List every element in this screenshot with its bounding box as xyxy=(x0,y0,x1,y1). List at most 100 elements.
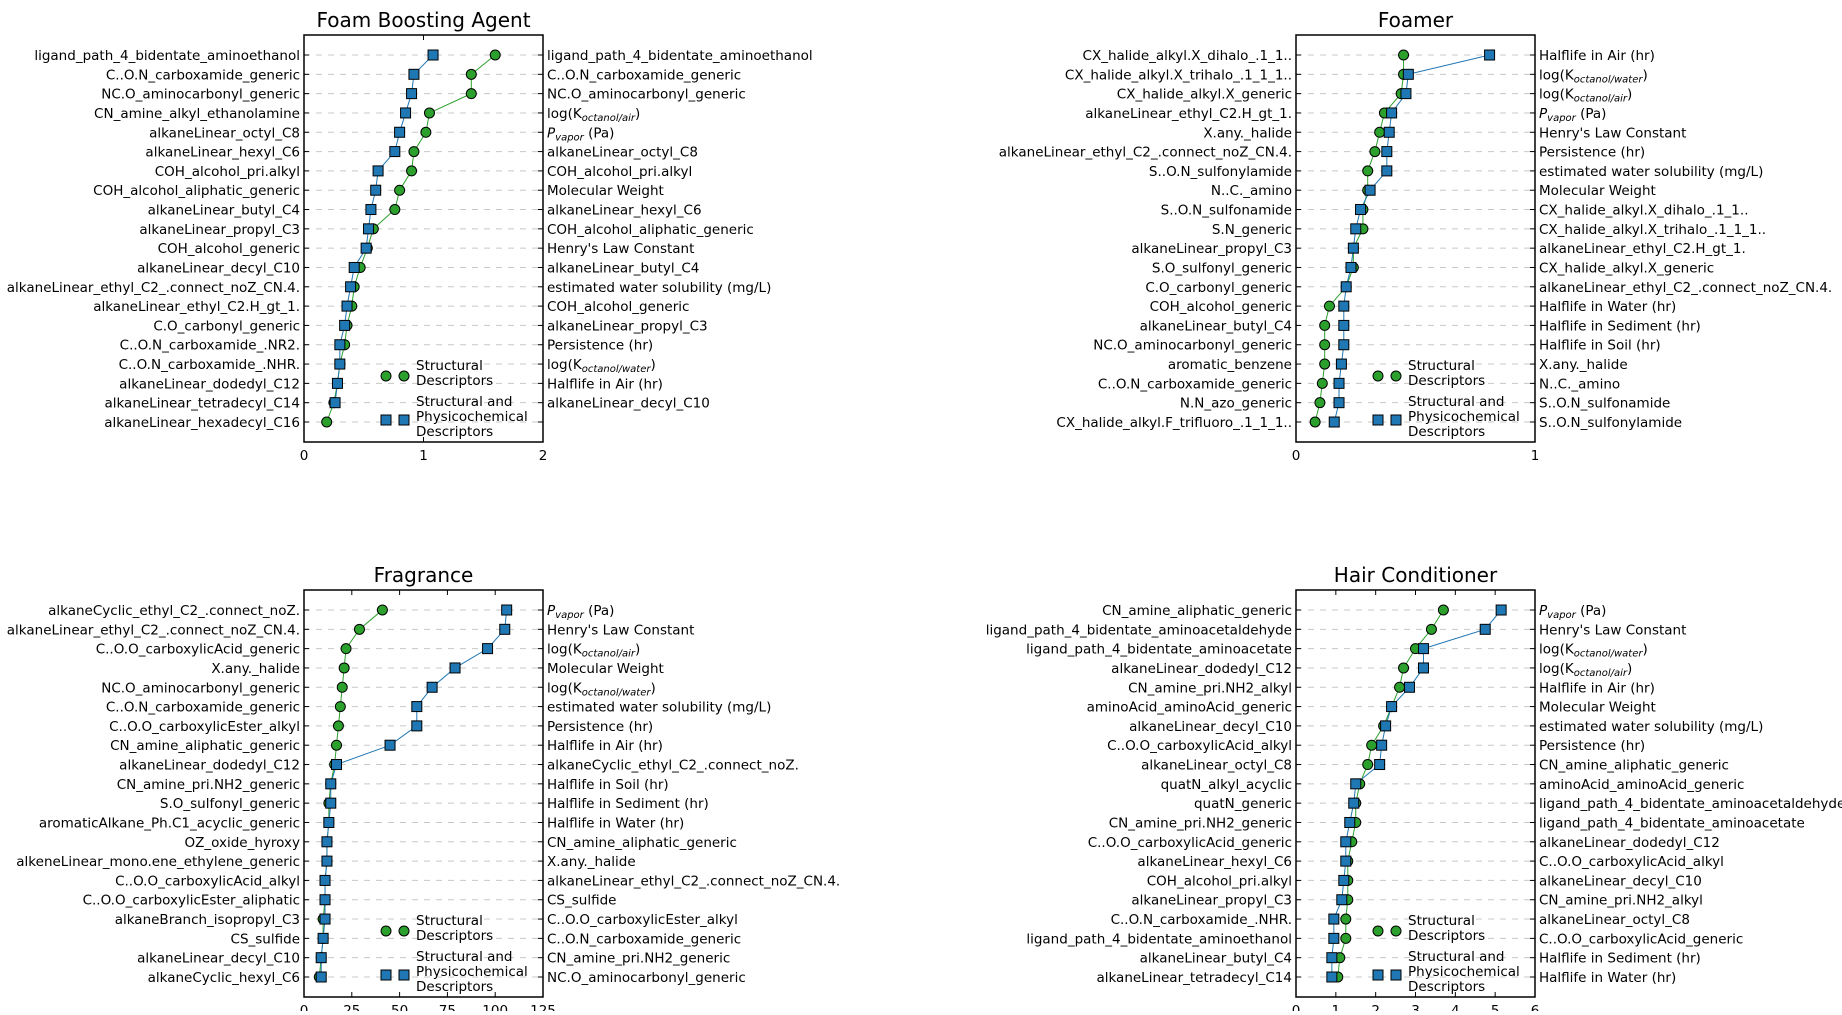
y-label-physchem: Halflife in Sediment (hr) xyxy=(1539,951,1701,967)
physchem-point xyxy=(1364,184,1376,196)
physchem-point xyxy=(1348,797,1360,809)
physchem-point xyxy=(482,643,494,655)
structural-point xyxy=(1316,377,1328,389)
y-label-physchem: estimated water solubility (mg/L) xyxy=(547,280,771,296)
y-label-structural: CN_amine_pri.NH2_generic xyxy=(117,777,300,793)
x-tick-label: 100 xyxy=(482,1003,508,1011)
legend-physchem-marker xyxy=(398,969,410,981)
structural-point xyxy=(336,681,348,693)
y-label-structural: NC.O_aminocarbonyl_generic xyxy=(1093,338,1292,354)
structural-point xyxy=(353,623,365,635)
y-label-structural: CN_amine_aliphatic_generic xyxy=(110,738,300,754)
plot-frame xyxy=(303,589,544,998)
y-label-physchem: Halflife in Air (hr) xyxy=(547,738,663,754)
y-label-structural: CN_amine_pri.NH2_alkyl xyxy=(1128,680,1292,696)
physchem-point xyxy=(1350,778,1362,790)
y-label-structural: CX_halide_alkyl.F_trifluoro_.1_1_1.. xyxy=(1056,415,1292,431)
physchem-point xyxy=(1328,416,1340,428)
y-label-structural: S..O.N_sulfonamide xyxy=(1161,203,1292,219)
physchem-point xyxy=(1374,759,1386,771)
y-label-structural: alkeneLinear_mono.ene_ethylene_generic xyxy=(16,854,300,870)
physchem-point xyxy=(1479,623,1491,635)
y-label-physchem: CX_halide_alkyl.X_trihalo_.1_1_1.. xyxy=(1539,222,1766,238)
y-label-structural: alkaneLinear_ethyl_C2_.connect_noZ_CN.4. xyxy=(999,145,1292,161)
y-label-structural: CX_halide_alkyl.X_dihalo_.1_1.. xyxy=(1083,48,1292,64)
physchem-point xyxy=(400,107,412,119)
x-tick-label: 0 xyxy=(300,448,309,464)
y-label-structural: alkaneLinear_octyl_C8 xyxy=(149,125,300,141)
y-label-physchem: NC.O_aminocarbonyl_generic xyxy=(547,970,746,986)
physchem-point xyxy=(1338,300,1350,312)
y-label-structural: alkaneLinear_butyl_C4 xyxy=(1140,951,1292,967)
x-tick-label: 3 xyxy=(1411,1003,1420,1011)
legend-physchem-label: Descriptors xyxy=(416,424,493,440)
y-label-structural: S.O_sulfonyl_generic xyxy=(160,796,300,812)
y-label-structural: alkaneLinear_decyl_C10 xyxy=(137,260,300,276)
y-label-structural: alkaneLinear_butyl_C4 xyxy=(148,203,300,219)
y-label-physchem: N..C._amino xyxy=(1539,376,1620,392)
x-tick-label: 125 xyxy=(530,1003,556,1011)
y-label-physchem: S..O.N_sulfonamide xyxy=(1539,396,1670,412)
y-label-structural: alkaneLinear_octyl_C8 xyxy=(1141,758,1292,774)
structural-point xyxy=(1366,739,1378,751)
physchem-point xyxy=(1328,913,1340,925)
y-label-structural: C.O_carbonyl_generic xyxy=(1145,280,1292,296)
y-label-structural: CN_amine_pri.NH2_generic xyxy=(1109,815,1292,831)
y-label-structural: CN_amine_aliphatic_generic xyxy=(1102,603,1292,619)
physchem-point xyxy=(331,377,343,389)
physchem-point xyxy=(1335,358,1347,370)
legend-physchem-marker xyxy=(1390,414,1402,426)
y-label-physchem: alkaneLinear_dodedyl_C12 xyxy=(1539,835,1720,851)
structural-point xyxy=(1340,913,1352,925)
legend-physchem-label: Structural and xyxy=(1408,394,1505,410)
physchem-point xyxy=(363,223,375,235)
y-label-physchem: alkaneLinear_butyl_C4 xyxy=(547,260,699,276)
legend-physchem-marker xyxy=(380,414,392,426)
x-tick-label: 2 xyxy=(539,448,548,464)
y-label-structural: ligand_path_4_bidentate_aminoethanol xyxy=(34,48,300,64)
y-label-structural: ligand_path_4_bidentate_aminoacetaldehyd… xyxy=(986,622,1292,638)
y-label-structural: CX_halide_alkyl.X_generic xyxy=(1117,87,1292,103)
structural-point xyxy=(332,720,344,732)
structural-point xyxy=(1369,146,1381,158)
physchem-point xyxy=(315,971,327,983)
y-label-physchem: Halflife in Soil (hr) xyxy=(1539,338,1661,354)
physchem-point xyxy=(334,358,346,370)
physchem-point xyxy=(339,319,351,331)
plot-frame xyxy=(1295,34,1536,443)
y-label-structural: N.N_azo_generic xyxy=(1180,396,1292,412)
legend-physchem-label: Physicochemical xyxy=(1408,409,1520,425)
y-label-structural: C..O.N_carboxamide_.NR2. xyxy=(120,338,300,354)
physchem-point xyxy=(325,797,337,809)
y-label-structural: C.O_carbonyl_generic xyxy=(153,318,300,334)
y-label-structural: alkaneLinear_propyl_C3 xyxy=(1131,893,1292,909)
y-label-physchem: Molecular Weight xyxy=(547,661,664,677)
y-label-physchem: log(Koctanol/air) xyxy=(547,106,640,124)
y-label-physchem: Molecular Weight xyxy=(547,183,664,199)
legend-structural-label: Descriptors xyxy=(1408,928,1485,944)
legend-physchem-marker xyxy=(1372,414,1384,426)
y-label-structural: C..O.N_carboxamide_.NHR. xyxy=(1111,912,1292,928)
legend-structural-marker xyxy=(380,370,392,382)
legend-physchem-marker xyxy=(398,414,410,426)
y-label-physchem: Pvapor (Pa) xyxy=(547,603,614,621)
y-label-physchem: log(Koctanol/water) xyxy=(547,357,656,375)
physchem-point xyxy=(394,126,406,138)
y-label-structural: COH_alcohol_generic xyxy=(1150,299,1292,315)
legend-physchem-label: Descriptors xyxy=(1408,979,1485,995)
chart-title: Foam Boosting Agent xyxy=(316,8,530,32)
y-label-physchem: Henry's Law Constant xyxy=(547,622,694,638)
panel-2: Foamer CX_halide_alkyl.X_dihalo_.1_1.. CX_… xyxy=(999,8,1832,464)
x-tick-label: 5 xyxy=(1491,1003,1500,1011)
y-label-structural: C..O.N_carboxamide_generic xyxy=(106,700,300,716)
structural-point xyxy=(1394,681,1406,693)
physchem-point xyxy=(1350,223,1362,235)
y-label-structural: C..O.N_carboxamide_generic xyxy=(1098,376,1292,392)
physchem-point xyxy=(1381,146,1393,158)
physchem-point xyxy=(329,397,341,409)
y-label-physchem: alkaneLinear_ethyl_C2_.connect_noZ_CN.4. xyxy=(547,873,840,889)
structural-point xyxy=(1309,416,1321,428)
